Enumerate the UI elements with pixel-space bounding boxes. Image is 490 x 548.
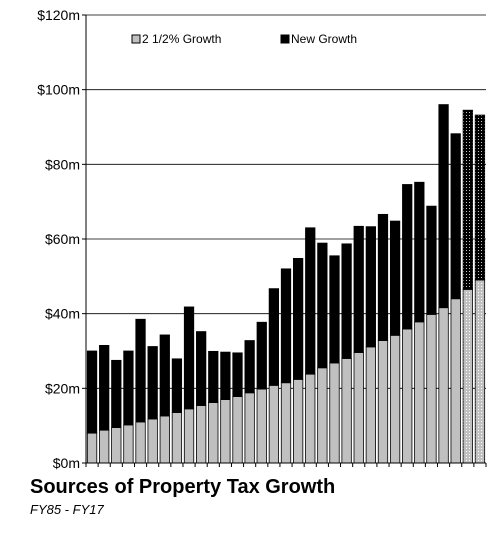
bar-segment-2-5-percent-growth xyxy=(268,384,280,464)
bar-segment-2-5-percent-growth xyxy=(438,307,449,464)
bar-segment-2-5-percent-growth xyxy=(244,392,255,464)
bar-segment-2-5-percent-growth xyxy=(341,358,352,464)
bar-segment-new-growth xyxy=(305,227,316,375)
bar-segment-new-growth xyxy=(280,268,292,384)
bar-segment-new-growth xyxy=(208,350,219,403)
bar-segment-new-growth xyxy=(474,114,486,281)
chart-subtitle: FY85 - FY17 xyxy=(30,502,104,517)
bar-segment-2-5-percent-growth xyxy=(99,429,110,464)
bar-segment-new-growth xyxy=(377,213,389,341)
legend-label-2-5-percent-growth: 2 1/2% Growth xyxy=(142,32,221,46)
bar-segment-2-5-percent-growth xyxy=(232,396,243,464)
bar-segment-new-growth xyxy=(317,242,328,369)
bar-segment-2-5-percent-growth xyxy=(365,346,376,464)
bar-segment-new-growth xyxy=(341,243,352,359)
bar-segment-2-5-percent-growth xyxy=(292,378,304,464)
bar-segment-2-5-percent-growth xyxy=(305,373,316,464)
legend-swatch-2-5-percent-growth xyxy=(131,34,141,44)
bar-segment-new-growth xyxy=(171,358,183,413)
y-tick-label: $100m xyxy=(37,82,80,98)
bar-segment-new-growth xyxy=(135,318,146,423)
bar-segment-2-5-percent-growth xyxy=(426,314,437,464)
bar-segment-2-5-percent-growth xyxy=(196,405,207,464)
y-tick-label: $60m xyxy=(45,231,80,247)
bar-segment-new-growth xyxy=(414,181,425,323)
bar-segment-new-growth xyxy=(389,220,401,336)
bar-segment-2-5-percent-growth xyxy=(389,334,401,464)
y-tick-label: $0m xyxy=(53,455,80,470)
bar-segment-2-5-percent-growth xyxy=(474,279,486,464)
bar-segment-2-5-percent-growth xyxy=(171,412,183,464)
bar-segment-2-5-percent-growth xyxy=(450,298,461,464)
bar-segment-new-growth xyxy=(86,350,98,434)
bar-segment-new-growth xyxy=(329,255,340,364)
bar-segment-2-5-percent-growth xyxy=(86,432,98,464)
bar-segment-new-growth xyxy=(99,344,110,431)
chart-title: Sources of Property Tax Growth xyxy=(30,476,336,498)
legend: 2 1/2% Growth New Growth xyxy=(131,32,357,46)
bar-segment-2-5-percent-growth xyxy=(220,399,231,464)
bar-segment-2-5-percent-growth xyxy=(135,421,146,464)
bar-segment-2-5-percent-growth xyxy=(462,288,473,464)
bar-segment-new-growth xyxy=(256,321,267,390)
legend-swatch-new-growth xyxy=(280,34,290,44)
bar-segment-new-growth xyxy=(462,109,473,290)
bar-segment-2-5-percent-growth xyxy=(329,362,340,464)
bar-segment-new-growth xyxy=(220,351,231,400)
bar-segment-new-growth xyxy=(123,350,134,426)
bar-segment-2-5-percent-growth xyxy=(414,321,425,464)
bar-segment-2-5-percent-growth xyxy=(208,402,219,464)
chart: $0m$20m$40m$60m$80m$100m$120m '85'17 2 1… xyxy=(37,7,487,470)
bar-segment-new-growth xyxy=(353,225,364,353)
bar-segment-new-growth xyxy=(365,226,376,348)
bar-segment-new-growth xyxy=(159,334,170,417)
bar-segment-new-growth xyxy=(268,288,280,386)
bars xyxy=(86,104,486,464)
bar-segment-new-growth xyxy=(438,104,449,309)
bar-segment-2-5-percent-growth xyxy=(377,340,389,464)
bar-segment-2-5-percent-growth xyxy=(123,424,134,464)
y-tick-label: $20m xyxy=(45,380,80,396)
y-tick-labels: $0m $20m $40m $60m $80m $100m $120m xyxy=(37,7,80,470)
bar-segment-new-growth xyxy=(183,306,195,410)
bar-segment-2-5-percent-growth xyxy=(317,367,328,464)
bar-segment-2-5-percent-growth xyxy=(111,427,122,464)
bar-segment-2-5-percent-growth xyxy=(353,352,364,464)
bar-segment-2-5-percent-growth xyxy=(183,408,195,464)
bar-segment-2-5-percent-growth xyxy=(159,415,170,464)
bar-segment-new-growth xyxy=(450,133,461,300)
y-tick-label: $120m xyxy=(37,7,80,23)
bar-segment-new-growth xyxy=(232,352,243,397)
legend-label-new-growth: New Growth xyxy=(291,32,357,46)
bar-segment-new-growth xyxy=(244,340,255,394)
bar-segment-new-growth xyxy=(402,184,413,330)
bar-segment-new-growth xyxy=(292,258,304,380)
bar-segment-new-growth xyxy=(426,205,437,315)
bar-segment-2-5-percent-growth xyxy=(147,418,158,464)
bar-segment-new-growth xyxy=(111,359,122,428)
bar-segment-2-5-percent-growth xyxy=(280,382,292,464)
bar-segment-2-5-percent-growth xyxy=(256,388,267,464)
bar-segment-new-growth xyxy=(196,331,207,406)
y-tick-label: $80m xyxy=(45,156,80,172)
bar-segment-new-growth xyxy=(147,346,158,420)
y-tick-label: $40m xyxy=(45,306,80,322)
axes xyxy=(82,14,487,467)
bar-segment-2-5-percent-growth xyxy=(402,328,413,464)
